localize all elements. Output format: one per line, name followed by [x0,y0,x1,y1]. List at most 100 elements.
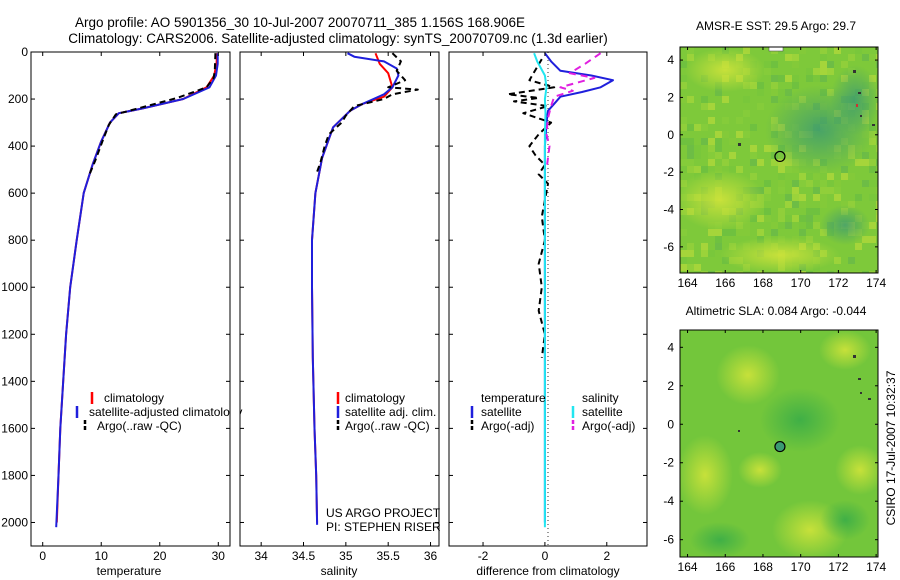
legend-label-argo: Argo(..raw -QC) [345,419,430,433]
heatmap-cell [855,243,862,250]
heatmap-cell [799,222,806,229]
sst-argo-marker [774,150,786,163]
heatmap-cell [757,229,764,236]
legend-label-satellite: satellite adj. clim. [345,405,436,419]
heatmap-cell [708,271,715,273]
series-line-salinity-satellite [533,52,548,528]
heatmap-cell [855,271,862,273]
x-tick-label: -2 [478,549,489,563]
heatmap-cell [694,124,701,131]
heatmap-cell [834,257,841,264]
x-tick-label: 35.5 [377,549,401,563]
heatmap-cell [827,271,834,273]
heatmap-cell [834,180,841,187]
sla-map-title: Altimetric SLA: 0.084 Argo: -0.044 [686,304,867,318]
heatmap-cell [687,124,694,131]
heatmap-cell [701,271,708,273]
heatmap-cell [680,166,687,173]
sst-cool-patch [820,205,870,245]
island-pixel [738,430,740,432]
heatmap-cell [834,187,841,194]
heatmap-cell [722,96,729,103]
heatmap-cell [680,82,687,89]
heatmap-cell [876,208,878,215]
x-tick-label: 36 [424,549,438,563]
heatmap-cell [687,159,694,166]
heatmap-cell [841,173,848,180]
y-tick-label: 1200 [1,327,28,341]
heatmap-cell [792,201,799,208]
heatmap-cell [827,68,834,75]
temperature-plot-frame [30,51,231,547]
heatmap-cell [813,173,820,180]
island-pixel [858,92,861,94]
island-pixel [868,398,871,400]
x-tick-label: 168 [753,560,773,574]
sst-warm-patch [680,170,765,230]
x-tick-label: 166 [715,276,735,290]
heatmap-cell [876,61,878,68]
heatmap-cell [743,96,750,103]
sla-low-patch [760,388,840,452]
heatmap-cell [708,229,715,236]
heatmap-cell [813,222,820,229]
heatmap-cell [729,229,736,236]
heatmap-cell [841,201,848,208]
heatmap-cell [792,194,799,201]
y-tick-label: 4 [667,53,674,67]
heatmap-cell [841,61,848,68]
heatmap-cell [771,75,778,82]
heatmap-cell [778,215,785,222]
heatmap-cell [785,215,792,222]
heatmap-cell [680,117,687,124]
island-pixel [853,70,856,73]
y-tick-label: 1400 [1,374,28,388]
heatmap-cell [778,89,785,96]
x-tick-label: 34.5 [292,549,316,563]
heatmap-cell [701,138,708,145]
heatmap-cell [757,159,764,166]
heatmap-cell [708,250,715,257]
heatmap-cell [736,166,743,173]
heatmap-cell [743,110,750,117]
legend-label-sal-argo: Argo(-adj) [582,419,635,433]
heatmap-cell [799,215,806,222]
heatmap-cell [855,194,862,201]
series-line-temperature-satellite [543,52,614,523]
heatmap-cell [687,166,694,173]
heatmap-cell [750,159,757,166]
x-tick-label: 10 [95,549,109,563]
y-tick-label: -6 [663,240,674,254]
heatmap-cell [729,152,736,159]
heatmap-cell [785,75,792,82]
sla-map [680,330,878,557]
heatmap-cell [708,117,715,124]
heatmap-cell [743,131,750,138]
heatmap-cell [687,250,694,257]
timestamp-stamp: CSIRO 17-Jul-2007 10:32:37 [884,370,898,525]
map-marker-box [768,47,784,52]
heatmap-cell [876,180,878,187]
sla-high-patch [835,445,878,495]
heatmap-cell [869,166,876,173]
heatmap-cell [701,103,708,110]
heatmap-cell [820,187,827,194]
heatmap-cell [750,82,757,89]
heatmap-cell [799,229,806,236]
island-pixel [856,104,858,107]
x-tick-label: 34 [254,549,268,563]
heatmap-cell [806,215,813,222]
heatmap-cell [694,166,701,173]
heatmap-cell [722,229,729,236]
heatmap-cell [876,187,878,194]
heatmap-cell [876,54,878,61]
heatmap-cell [813,208,820,215]
heatmap-cell [785,89,792,96]
island-pixel [860,392,862,394]
heatmap-cell [799,201,806,208]
heatmap-cell [750,152,757,159]
sst-warm-patch [720,237,840,273]
legend-label-satellite: satellite-adjusted climatology [89,405,242,419]
heatmap-cell [680,96,687,103]
